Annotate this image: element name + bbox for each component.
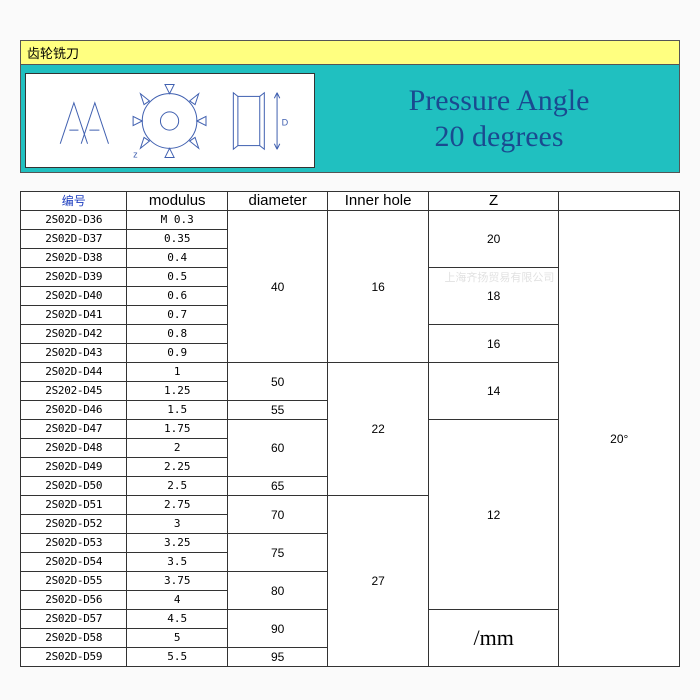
cell-id: 2S02D-D55: [21, 572, 127, 591]
cell-mm-label: /mm: [428, 610, 559, 667]
cell-id: 2S02D-D37: [21, 230, 127, 249]
pressure-banner: z D Pressure Angle 20 degrees: [20, 65, 680, 173]
cell-id: 2S02D-D40: [21, 287, 127, 306]
cell-id: 2S202-D45: [21, 382, 127, 401]
cell-diameter: 65: [227, 477, 327, 496]
cell-angle: 20°: [559, 211, 680, 667]
cell-modulus: 1.5: [127, 401, 227, 420]
cell-id: 2S02D-D39: [21, 268, 127, 287]
cell-modulus: 1: [127, 363, 227, 382]
gear-diagram-icon: z D: [42, 80, 297, 162]
cell-modulus: 0.9: [127, 344, 227, 363]
cell-diameter: 50: [227, 363, 327, 401]
cell-modulus: 3.75: [127, 572, 227, 591]
cell-id: 2S02D-D36: [21, 211, 127, 230]
cell-modulus: 2: [127, 439, 227, 458]
cell-modulus: 1.75: [127, 420, 227, 439]
cell-id: 2S02D-D56: [21, 591, 127, 610]
cell-modulus: 3.25: [127, 534, 227, 553]
cell-id: 2S02D-D58: [21, 629, 127, 648]
pressure-line2: 20 degrees: [434, 120, 563, 153]
cell-id: 2S02D-D42: [21, 325, 127, 344]
cell-modulus: 3.5: [127, 553, 227, 572]
cell-inner-hole: 27: [328, 496, 428, 667]
cell-modulus: 2.25: [127, 458, 227, 477]
cell-id: 2S02D-D52: [21, 515, 127, 534]
cell-modulus: 2.5: [127, 477, 227, 496]
cell-z: 16: [428, 325, 559, 363]
page-container: 齿轮铣刀: [0, 0, 700, 700]
table-header-row: 编号 modulus diameter Inner hole Z: [21, 192, 680, 211]
cell-modulus: 1.25: [127, 382, 227, 401]
cell-z: 20: [428, 211, 559, 268]
cell-modulus: 2.75: [127, 496, 227, 515]
col-z: Z: [428, 192, 559, 211]
cell-id: 2S02D-D53: [21, 534, 127, 553]
cell-modulus: 0.4: [127, 249, 227, 268]
cell-id: 2S02D-D50: [21, 477, 127, 496]
cell-modulus: 0.5: [127, 268, 227, 287]
cell-modulus: 4.5: [127, 610, 227, 629]
cell-id: 2S02D-D41: [21, 306, 127, 325]
cell-id: 2S02D-D57: [21, 610, 127, 629]
cell-z: 18: [428, 268, 559, 325]
cell-z: 14: [428, 363, 559, 420]
header-title: 齿轮铣刀: [20, 40, 680, 65]
svg-text:D: D: [282, 117, 289, 127]
pressure-line1: Pressure Angle: [409, 84, 590, 117]
cell-id: 2S02D-D54: [21, 553, 127, 572]
col-angle: [559, 192, 680, 211]
col-id: 编号: [21, 192, 127, 211]
cell-modulus: 0.6: [127, 287, 227, 306]
cell-diameter: 40: [227, 211, 327, 363]
cell-modulus: 3: [127, 515, 227, 534]
cell-inner-hole: 22: [328, 363, 428, 496]
col-modulus: modulus: [127, 192, 227, 211]
cell-id: 2S02D-D59: [21, 648, 127, 667]
cell-diameter: 70: [227, 496, 327, 534]
cell-diameter: 95: [227, 648, 327, 667]
cell-diameter: 80: [227, 572, 327, 610]
cell-inner-hole: 16: [328, 211, 428, 363]
cell-modulus: 0.35: [127, 230, 227, 249]
table-body: 2S02D-D36M 0.340162020°2S02D-D370.352S02…: [21, 211, 680, 667]
cell-diameter: 90: [227, 610, 327, 648]
cell-modulus: 0.8: [127, 325, 227, 344]
col-diameter: diameter: [227, 192, 327, 211]
cell-modulus: 5: [127, 629, 227, 648]
spec-table: 编号 modulus diameter Inner hole Z 2S02D-D…: [20, 191, 680, 667]
cell-diameter: 60: [227, 420, 327, 477]
cell-id: 2S02D-D47: [21, 420, 127, 439]
cell-modulus: 0.7: [127, 306, 227, 325]
cell-id: 2S02D-D49: [21, 458, 127, 477]
cell-modulus: 4: [127, 591, 227, 610]
cell-id: 2S02D-D46: [21, 401, 127, 420]
svg-text:z: z: [134, 149, 139, 159]
cell-modulus: 5.5: [127, 648, 227, 667]
cell-id: 2S02D-D43: [21, 344, 127, 363]
cell-diameter: 75: [227, 534, 327, 572]
pressure-angle-title: Pressure Angle 20 degrees: [319, 65, 679, 172]
cell-id: 2S02D-D51: [21, 496, 127, 515]
cell-id: 2S02D-D48: [21, 439, 127, 458]
cell-diameter: 55: [227, 401, 327, 420]
cell-id: 2S02D-D38: [21, 249, 127, 268]
table-row: 2S02D-D36M 0.340162020°: [21, 211, 680, 230]
cell-z: 12: [428, 420, 559, 610]
diagram-panel: z D: [25, 73, 315, 168]
cell-modulus: M 0.3: [127, 211, 227, 230]
cell-id: 2S02D-D44: [21, 363, 127, 382]
col-hole: Inner hole: [328, 192, 428, 211]
